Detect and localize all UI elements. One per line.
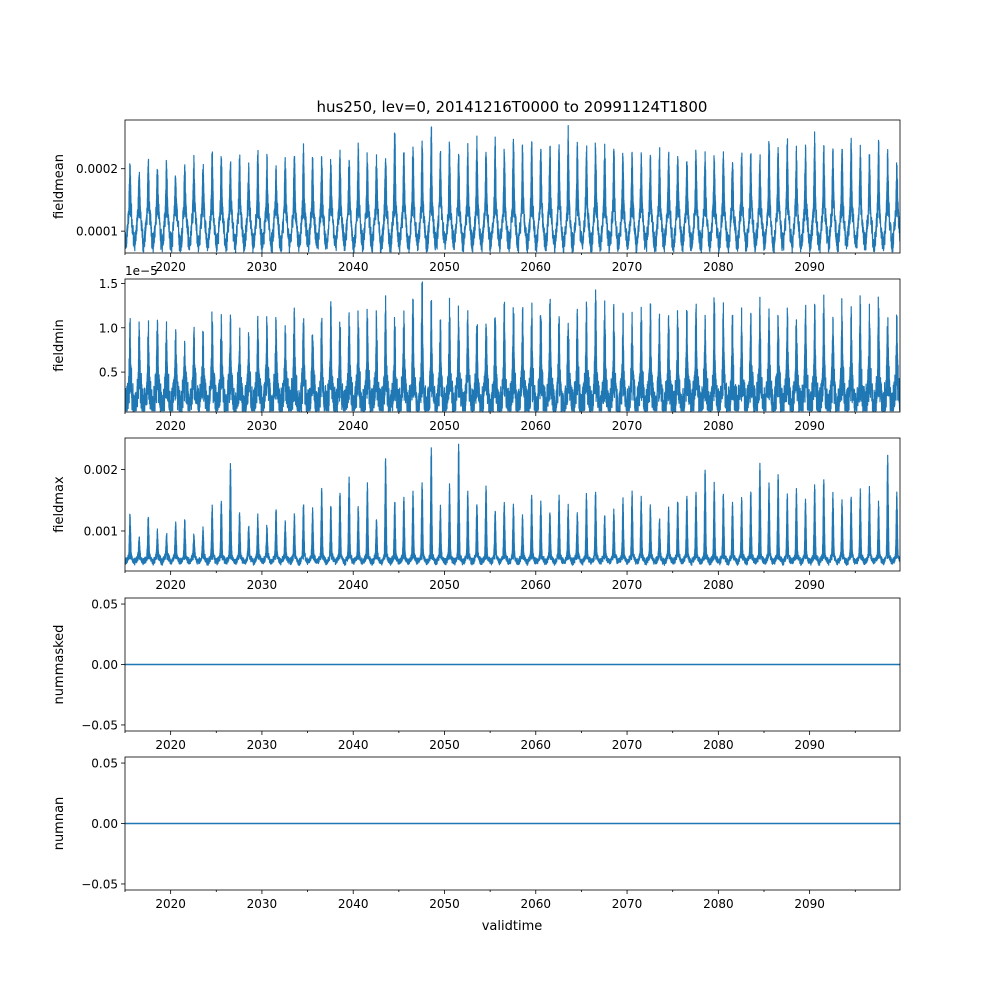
x-tick-label: 2040	[338, 260, 369, 274]
x-tick-label: 2020	[155, 419, 186, 433]
chart-title: hus250, lev=0, 20141216T0000 to 20991124…	[317, 98, 708, 116]
x-tick-label: 2020	[155, 260, 186, 274]
x-tick-label: 2040	[338, 419, 369, 433]
y-tick-label-fieldmean: 0.0002	[76, 162, 118, 176]
panel-nummasked: −0.05 0.00 0.05 2020 2030 2040 2050 2060 2070 208…	[52, 598, 901, 752]
x-tick-label: 2070	[612, 578, 643, 592]
x-tick-label: 2070	[612, 419, 643, 433]
y-axis-label-nummasked: nummasked	[52, 625, 67, 705]
series-line-fieldmean	[125, 125, 900, 253]
x-tick-label: 2050	[429, 260, 460, 274]
x-tick-label: 2090	[794, 419, 825, 433]
x-tick-label: 2090	[794, 897, 825, 911]
x-tick-label: 2030	[247, 738, 278, 752]
x-tick-label: 2090	[794, 738, 825, 752]
series-line-fieldmin	[125, 281, 900, 412]
axes-frame-fieldmin	[124, 278, 901, 413]
y-tick-label-nummasked: 0.00	[91, 658, 118, 672]
y-tick-label-nummasked: 0.05	[91, 598, 118, 612]
x-tick-label: 2050	[429, 738, 460, 752]
x-tick-label: 2020	[155, 578, 186, 592]
x-tick-label: 2030	[247, 260, 278, 274]
x-tick-label: 2020	[155, 738, 186, 752]
x-tick-label: 2040	[338, 738, 369, 752]
x-tick-label: 2050	[429, 897, 460, 911]
x-axis-label: validtime	[482, 919, 543, 934]
x-tick-label: 2060	[521, 897, 552, 911]
x-tick-label: 2070	[612, 897, 643, 911]
y-tick-label-numnan: −0.05	[81, 877, 118, 891]
y-tick-label-fieldmax: 0.002	[84, 463, 118, 477]
y-tick-label-nummasked: −0.05	[81, 718, 118, 732]
panel-fieldmax: 0.001 0.002 2020 2030 2040 2050 2060 2070 2080 20…	[52, 437, 901, 592]
y-tick-label-fieldmin: 1.5	[99, 277, 118, 291]
y-tick-label-fieldmin: 1.0	[99, 321, 118, 335]
x-tick-label: 2030	[247, 578, 278, 592]
series-line-fieldmax	[125, 443, 900, 566]
x-tick-label: 2040	[338, 578, 369, 592]
y-axis-label-fieldmin: fieldmin	[52, 319, 67, 372]
y-offset-text-fieldmin: 1e−5	[125, 264, 158, 278]
x-tick-label: 2070	[612, 260, 643, 274]
x-tick-label: 2030	[247, 419, 278, 433]
x-tick-label: 2050	[429, 419, 460, 433]
y-tick-label-fieldmax: 0.001	[84, 524, 118, 538]
x-tick-label: 2080	[703, 578, 734, 592]
panel-numnan: −0.05 0.00 0.05 2020 2030 2040 2050 2060 2070 208…	[52, 757, 901, 911]
x-tick-label: 2030	[247, 897, 278, 911]
y-tick-label-numnan: 0.00	[91, 817, 118, 831]
x-tick-label: 2060	[521, 419, 552, 433]
x-tick-label: 2070	[612, 738, 643, 752]
y-axis-label-fieldmean: fieldmean	[52, 154, 67, 219]
x-tick-label: 2020	[155, 897, 186, 911]
axes-frame-fieldmax	[124, 437, 901, 572]
panel-fieldmin: 0.5 1.0 1.5 1e−5 2020 2030 2040 2050 2060 2070 208…	[52, 264, 901, 433]
panels: 0.0001 0.0002 2020 2030 2040 2050 2060 2070 2080…	[52, 119, 901, 911]
x-tick-label: 2040	[338, 897, 369, 911]
x-tick-label: 2050	[429, 578, 460, 592]
x-tick-label: 2060	[521, 578, 552, 592]
x-tick-label: 2090	[794, 578, 825, 592]
y-tick-label-fieldmean: 0.0001	[76, 225, 118, 239]
x-tick-label: 2080	[703, 419, 734, 433]
panel-fieldmean: 0.0001 0.0002 2020 2030 2040 2050 2060 2070 2080…	[52, 119, 901, 274]
x-tick-label: 2080	[703, 897, 734, 911]
y-tick-label-numnan: 0.05	[91, 757, 118, 771]
axes-frame-fieldmean	[124, 119, 901, 254]
x-tick-label: 2090	[794, 260, 825, 274]
x-tick-label: 2080	[703, 738, 734, 752]
x-tick-label: 2060	[521, 260, 552, 274]
y-tick-label-fieldmin: 0.5	[99, 366, 118, 380]
x-tick-label: 2080	[703, 260, 734, 274]
x-tick-label: 2060	[521, 738, 552, 752]
y-axis-label-fieldmax: fieldmax	[52, 476, 67, 533]
y-axis-label-numnan: numnan	[52, 797, 67, 851]
